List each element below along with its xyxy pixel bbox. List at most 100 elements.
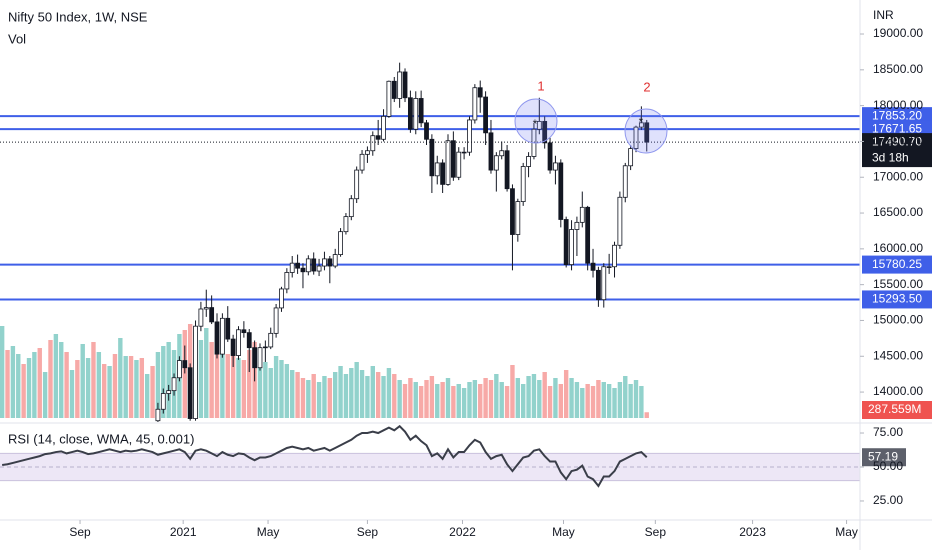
rsi-tick-label: 25.00 bbox=[873, 493, 903, 507]
candle-body bbox=[236, 329, 241, 356]
candle-body bbox=[563, 219, 569, 266]
candle-body bbox=[483, 96, 488, 134]
candle-body bbox=[612, 244, 617, 268]
volume-bar bbox=[494, 374, 499, 418]
volume-bar bbox=[451, 386, 456, 418]
last-price-label: 17490.70 bbox=[872, 134, 922, 148]
y-tick-label: 15000.00 bbox=[873, 313, 923, 327]
volume-bar bbox=[64, 352, 69, 418]
volume-bar bbox=[633, 380, 639, 418]
volume-bar bbox=[16, 354, 21, 418]
volume-label-box bbox=[862, 401, 932, 419]
volume-bar bbox=[236, 358, 241, 418]
volume-bar bbox=[606, 384, 612, 418]
volume-bar bbox=[198, 340, 204, 418]
candle-body bbox=[606, 266, 612, 268]
volume-bar bbox=[375, 372, 381, 418]
candle-body bbox=[177, 360, 182, 379]
volume-bar bbox=[96, 352, 102, 418]
candle-body bbox=[424, 122, 429, 140]
candle-body bbox=[574, 221, 580, 230]
volume-bar bbox=[338, 366, 343, 418]
volume-bar bbox=[37, 348, 42, 418]
volume-bar bbox=[408, 378, 413, 418]
volume-bar bbox=[155, 352, 161, 418]
volume-bar bbox=[134, 360, 139, 418]
volume-bar bbox=[456, 384, 461, 418]
volume-bar bbox=[273, 356, 279, 418]
volume-bar bbox=[381, 376, 386, 418]
candle-body bbox=[397, 71, 403, 99]
annotation-label: 2 bbox=[643, 79, 650, 94]
annotation-marker: * bbox=[533, 117, 538, 131]
volume-bar bbox=[354, 362, 359, 418]
volume-bar bbox=[300, 378, 306, 418]
volume-bar bbox=[112, 354, 118, 418]
level-label: 17853.20 bbox=[872, 108, 922, 122]
candle-body bbox=[644, 122, 650, 143]
volume-bar bbox=[558, 384, 563, 418]
candle-body bbox=[536, 120, 542, 130]
rsi-line bbox=[2, 424, 648, 488]
volume-bar bbox=[26, 358, 32, 418]
volume-bar bbox=[150, 366, 155, 418]
volume-bar bbox=[59, 342, 64, 418]
y-tick-label: 15500.00 bbox=[873, 277, 923, 291]
volume-bar bbox=[5, 350, 10, 418]
volume-bar bbox=[220, 346, 225, 418]
volume-bar bbox=[128, 356, 134, 418]
volume-bar bbox=[628, 384, 633, 418]
volume-bar bbox=[461, 388, 467, 418]
candle-body bbox=[370, 135, 376, 152]
candle-body bbox=[488, 132, 494, 171]
annotation-circle bbox=[514, 98, 558, 144]
y-tick-label: 18500.00 bbox=[873, 62, 923, 76]
candle-body bbox=[553, 162, 558, 171]
volume-bar bbox=[537, 380, 542, 418]
volume-bar bbox=[48, 340, 53, 418]
volume-bar bbox=[531, 374, 537, 418]
candle-body bbox=[472, 87, 478, 121]
candle-body bbox=[338, 231, 343, 255]
candle-body bbox=[359, 153, 365, 171]
volume-bar bbox=[359, 370, 365, 418]
x-tick-label: Sep bbox=[69, 525, 91, 539]
x-tick-label: 2022 bbox=[449, 525, 476, 539]
volume-bar bbox=[467, 382, 472, 418]
volume-bar bbox=[574, 382, 580, 418]
volume-bar bbox=[424, 380, 429, 418]
volume-bar bbox=[472, 380, 478, 418]
candle-body bbox=[305, 258, 311, 273]
candle-body bbox=[182, 360, 188, 369]
candle-body bbox=[166, 390, 172, 394]
volume-bar bbox=[80, 344, 85, 418]
volume-bar bbox=[322, 376, 327, 418]
candle-body bbox=[241, 329, 247, 334]
candle-body bbox=[622, 165, 628, 198]
volume-bar bbox=[585, 384, 590, 418]
candle-body bbox=[225, 317, 231, 340]
candle-body bbox=[515, 201, 521, 235]
candle-body bbox=[569, 229, 574, 266]
x-tick-label: May bbox=[552, 525, 575, 539]
volume-bar bbox=[118, 338, 123, 418]
volume-bar bbox=[402, 384, 408, 418]
candle-body bbox=[590, 262, 596, 271]
chart-title: Nifty 50 Index, 1W, NSE bbox=[8, 9, 148, 24]
volume-bar bbox=[230, 344, 236, 418]
volume-bar bbox=[214, 336, 220, 418]
candle-body bbox=[445, 140, 451, 185]
rsi-value-label: 57.19 bbox=[868, 449, 898, 463]
x-tick-label: May bbox=[257, 525, 280, 539]
x-tick-label: 2023 bbox=[739, 525, 766, 539]
volume-bar bbox=[241, 360, 247, 418]
volume-bar bbox=[349, 368, 354, 418]
candle-body bbox=[219, 317, 225, 355]
volume-bar bbox=[69, 370, 75, 418]
rsi-tick-label: 50.00 bbox=[873, 459, 903, 473]
candle-body bbox=[440, 162, 446, 185]
y-tick-label: 17500.00 bbox=[873, 134, 923, 148]
volume-bar bbox=[75, 360, 80, 418]
rsi-pane bbox=[0, 424, 860, 488]
